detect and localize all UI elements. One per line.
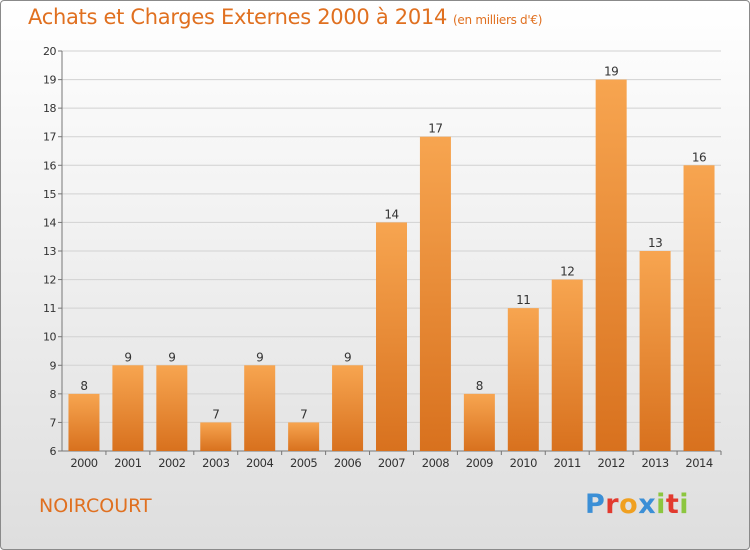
bar-value-label: 9: [124, 350, 131, 364]
title-text: Achats et Charges Externes 2000 à 2014: [28, 5, 448, 29]
bar-value-label: 19: [604, 65, 618, 79]
bar: [112, 365, 144, 451]
bar: [463, 393, 495, 451]
logo-letter: x: [638, 489, 657, 520]
bar: [639, 251, 671, 451]
bar-value-label: 7: [300, 407, 307, 421]
y-tick-label: 16: [43, 159, 56, 172]
bar: [68, 393, 100, 451]
x-tick-label: 2010: [510, 456, 537, 470]
bar: [288, 422, 320, 451]
x-tick-label: 2009: [466, 456, 493, 470]
city-name: NOIRCOURT: [39, 495, 152, 517]
bar-layer: 8 9 9 7 9 7 9 14 17 8 11 12 19 13 16: [68, 65, 715, 452]
bar-value-label: 13: [648, 236, 662, 250]
bar-value-label: 9: [168, 350, 175, 364]
chart-title: Achats et Charges Externes 2000 à 2014 (e…: [28, 5, 542, 29]
bar: [683, 165, 715, 452]
y-tick-label: 18: [43, 102, 56, 115]
y-tick-label: 10: [43, 331, 56, 344]
x-tick-label: 2006: [334, 456, 361, 470]
bar-value-label: 17: [428, 122, 442, 136]
bar: [200, 422, 232, 451]
logo-letter: i: [679, 489, 690, 520]
bar: [376, 222, 407, 451]
bar: [419, 136, 451, 451]
bar: [507, 308, 539, 451]
bar-value-label: 7: [212, 407, 219, 421]
x-tick-label: 2014: [685, 456, 712, 470]
bar: [551, 279, 583, 451]
y-tick-label: 14: [43, 216, 56, 229]
bar-value-label: 14: [384, 207, 398, 221]
y-tick-label: 20: [43, 45, 56, 58]
x-tick-label: 2012: [598, 456, 625, 470]
bar-value-label: 11: [516, 293, 530, 307]
y-tick-label: 7: [50, 416, 57, 429]
logo-letter: o: [619, 489, 639, 520]
logo-letter: t: [665, 489, 680, 520]
logo-letter: i: [656, 489, 666, 520]
y-tick-label: 9: [50, 359, 57, 372]
bar-value-label: 16: [692, 150, 706, 164]
bar: [595, 79, 627, 452]
x-tick-label: 2011: [554, 456, 581, 470]
y-tick-label: 19: [43, 74, 56, 87]
x-tick-label: 2004: [246, 456, 273, 470]
y-tick-label: 17: [43, 131, 56, 144]
y-tick-label: 12: [43, 274, 56, 287]
x-tick-label: 2007: [378, 456, 405, 470]
x-tick-label: 2013: [641, 456, 668, 470]
bar-value-label: 8: [476, 379, 483, 393]
y-tick-label: 11: [43, 302, 56, 315]
x-tick-label: 2003: [202, 456, 229, 470]
bar-value-label: 9: [344, 350, 351, 364]
bar: [156, 365, 188, 451]
chart-subtitle: (en milliers d'€): [453, 13, 543, 27]
x-tick-label: 2005: [290, 456, 317, 470]
y-tick-label: 13: [43, 245, 56, 258]
proxiti-logo: Proxiti: [585, 489, 689, 520]
bar-value-label: 9: [256, 350, 263, 364]
x-tick-label: 2008: [422, 456, 449, 470]
bar: [332, 365, 364, 451]
y-tick-label: 6: [50, 445, 57, 458]
x-tick-label: 2001: [114, 456, 141, 470]
y-tick-label: 15: [43, 188, 56, 201]
bar: [244, 365, 276, 451]
bar-value-label: 12: [560, 265, 574, 279]
logo-letter: P: [585, 489, 606, 520]
bar-value-label: 8: [80, 379, 87, 393]
logo-letter: r: [605, 489, 620, 520]
x-tick-label: 2000: [70, 456, 97, 470]
y-tick-label: 8: [50, 388, 57, 401]
x-tick-label: 2002: [158, 456, 185, 470]
